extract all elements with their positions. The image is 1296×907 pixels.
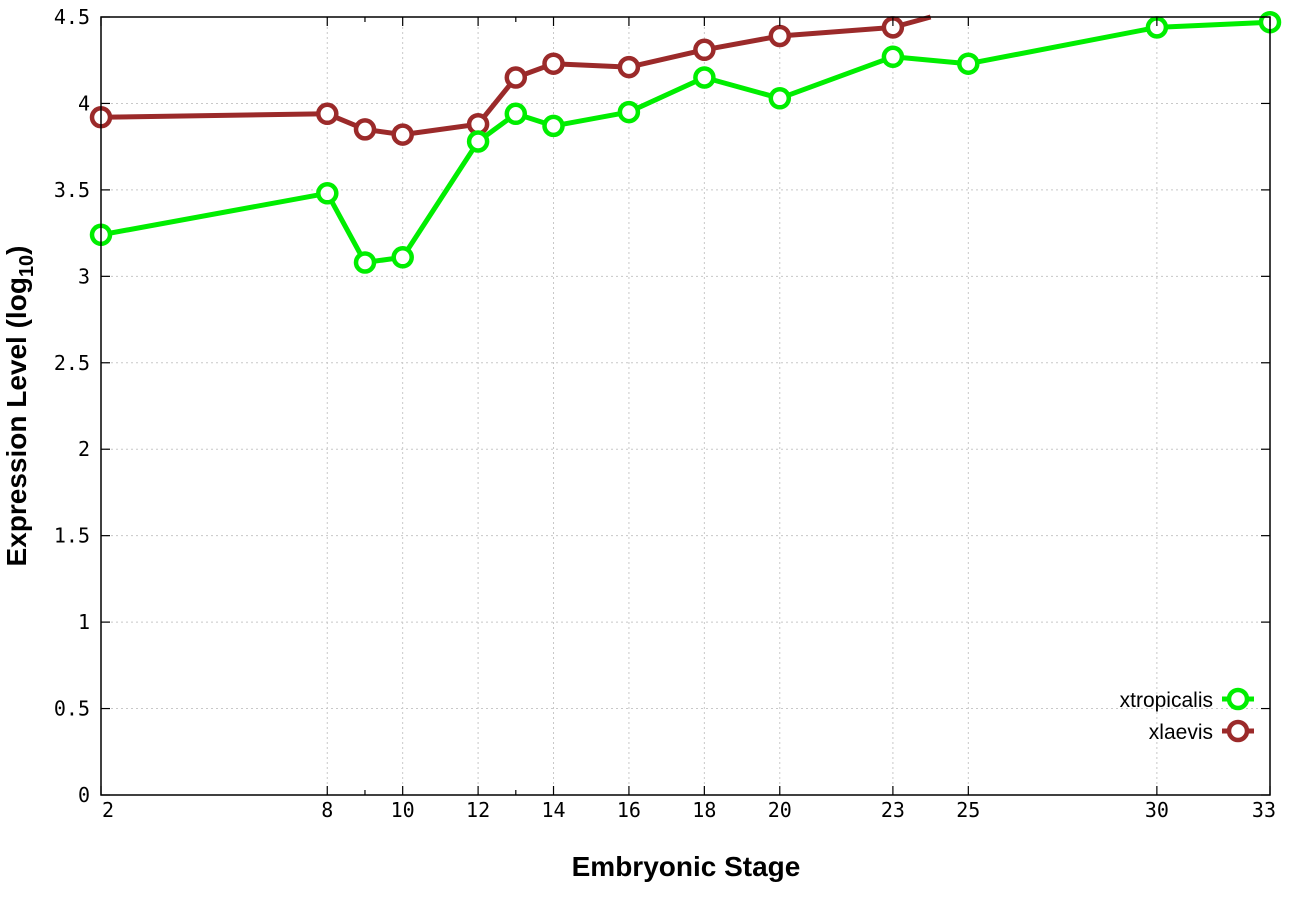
- series-line-xtropicalis: [100, 19, 1271, 265]
- x-tick-label: 30: [1145, 798, 1169, 822]
- data-point-xtropicalis: [391, 246, 414, 269]
- series-lines: [89, 10, 1282, 274]
- x-tick-label: 20: [768, 798, 792, 822]
- x-tick-label: 8: [321, 798, 333, 822]
- x-tick-label: 25: [956, 798, 980, 822]
- y-tick-labels: 0 0.5 1 1.5 2 2.5 3 3.5 4 4.5: [54, 5, 90, 807]
- data-point-xlaevis: [504, 66, 528, 89]
- legend-label-xtropicalis: xtropicalis: [1120, 689, 1213, 712]
- y-tick-label: 3.5: [54, 178, 90, 202]
- y-tick-label: 0.5: [54, 697, 90, 721]
- legend-marker-xtropicalis: [1226, 687, 1250, 711]
- data-point-xtropicalis: [768, 87, 792, 110]
- data-point-xlaevis: [391, 123, 414, 146]
- y-axis-title-subscript: 10: [16, 255, 38, 277]
- data-point-xtropicalis: [353, 251, 377, 274]
- data-point-xlaevis: [316, 102, 339, 126]
- data-point-xtropicalis: [542, 114, 565, 138]
- x-axis-title: Embryonic Stage: [572, 851, 801, 882]
- y-axis-title: Expression Level (log10): [1, 246, 38, 567]
- x-tick-label: 10: [391, 798, 415, 822]
- data-point-xlaevis: [542, 52, 565, 75]
- x-tick-label: 14: [541, 798, 565, 822]
- y-tick-label: 3: [78, 264, 90, 288]
- grid-lines: [101, 17, 1270, 795]
- y-tick-label: 1.5: [54, 524, 90, 548]
- legend-marker-xlaevis: [1226, 719, 1250, 743]
- data-point-xlaevis: [617, 55, 641, 79]
- x-tick-label: 12: [466, 798, 490, 822]
- data-point-xtropicalis: [316, 182, 339, 205]
- data-point-xtropicalis: [881, 45, 905, 69]
- x-tick-label: 23: [881, 798, 905, 822]
- y-tick-label: 4: [78, 91, 90, 115]
- plot-frame: [100, 16, 1271, 796]
- data-point-xlaevis: [768, 24, 792, 48]
- data-point-xtropicalis: [617, 100, 641, 124]
- data-point-xtropicalis: [504, 102, 528, 126]
- legend: xtropicalis xlaevis: [1120, 687, 1254, 744]
- y-tick-label: 0: [78, 783, 90, 807]
- y-axis-title-close: ): [1, 246, 32, 255]
- data-point-xtropicalis: [466, 130, 490, 153]
- x-tick-label: 2: [102, 798, 114, 822]
- data-point-xlaevis: [353, 118, 377, 141]
- x-tick-labels: 2 8 10 12 14 16 18 20 23 25 30 33: [102, 798, 1276, 822]
- axis-ticks: [100, 16, 1271, 796]
- data-point-xtropicalis: [957, 52, 980, 75]
- y-tick-label: 2: [78, 437, 90, 461]
- data-point-xlaevis: [693, 38, 716, 62]
- x-tick-label: 33: [1252, 798, 1276, 822]
- x-tick-label: 18: [692, 798, 716, 822]
- y-tick-label: 2.5: [54, 351, 90, 375]
- legend-label-xlaevis: xlaevis: [1149, 721, 1213, 744]
- y-tick-label: 1: [78, 610, 90, 634]
- x-tick-label: 16: [617, 798, 641, 822]
- y-tick-label: 4.5: [54, 5, 90, 29]
- y-axis-title-main: Expression Level (log: [1, 277, 32, 566]
- data-point-xtropicalis: [693, 66, 716, 89]
